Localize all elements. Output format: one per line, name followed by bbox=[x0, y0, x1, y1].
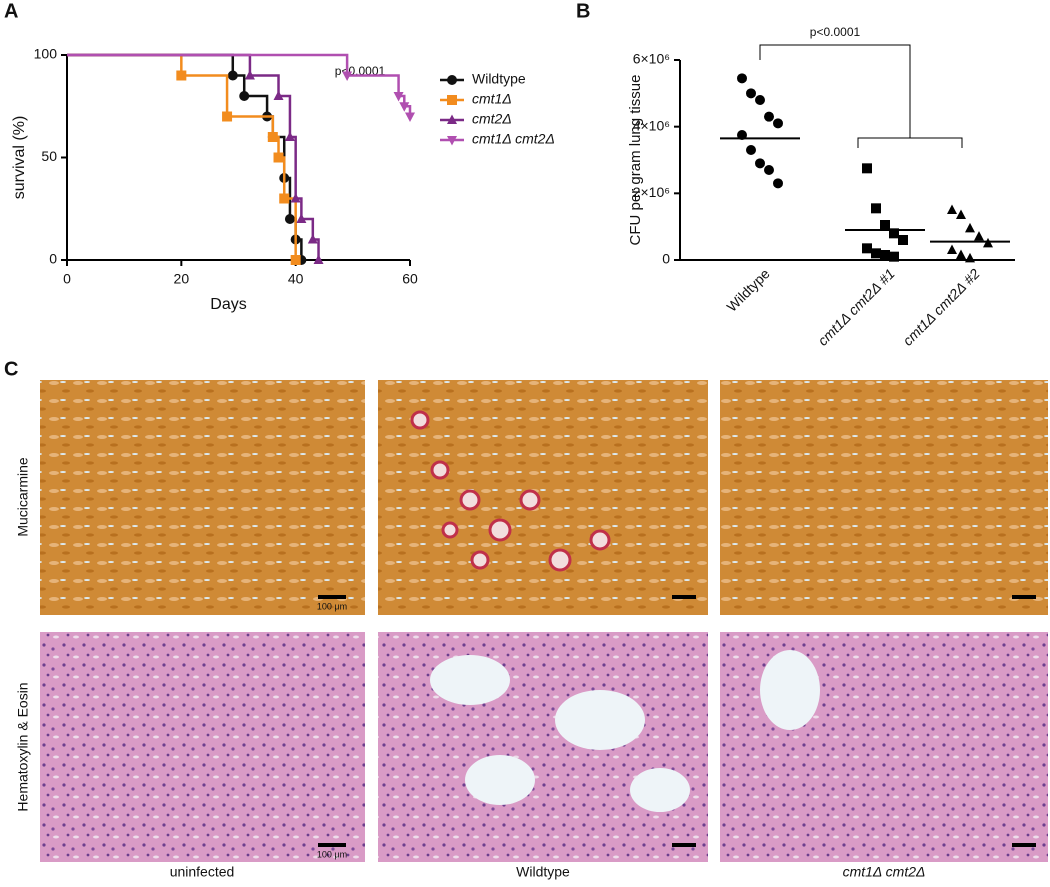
marker bbox=[399, 102, 410, 112]
airspace bbox=[760, 650, 820, 730]
y-tick-label: 4×10⁶ bbox=[633, 117, 670, 133]
image bbox=[378, 380, 708, 615]
marker bbox=[447, 114, 457, 124]
marker bbox=[947, 204, 957, 214]
x-tick-label: cmt1Δ cmt2Δ #2 bbox=[899, 265, 982, 348]
marker bbox=[176, 70, 187, 81]
marker bbox=[239, 91, 250, 101]
marker bbox=[393, 92, 404, 102]
marker bbox=[965, 252, 975, 263]
marker bbox=[313, 254, 324, 264]
marker bbox=[405, 112, 415, 122]
marker bbox=[746, 145, 756, 155]
marker bbox=[447, 95, 457, 105]
marker bbox=[227, 70, 238, 81]
legend-label: cmt1Δ bbox=[472, 91, 512, 107]
scale-label: 100 μm bbox=[317, 849, 347, 859]
step-line bbox=[67, 53, 297, 260]
y-axis-label: CFU per gram lung tissue bbox=[627, 75, 644, 246]
x-tick-label: 20 bbox=[174, 271, 190, 287]
annotation: p<0.0001 bbox=[810, 25, 861, 39]
x-axis-label: Days bbox=[210, 296, 246, 313]
legend-label: cmt1Δ cmt2Δ bbox=[472, 131, 555, 147]
marker bbox=[871, 203, 881, 214]
marker bbox=[273, 152, 284, 163]
marker bbox=[773, 178, 783, 189]
marker bbox=[222, 111, 233, 122]
step-line bbox=[67, 53, 303, 260]
panel-label: C bbox=[4, 358, 18, 380]
y-tick-label: 0 bbox=[662, 251, 670, 267]
significance-bracket bbox=[759, 44, 963, 148]
marker bbox=[290, 255, 301, 265]
y-axis-label: survival (%) bbox=[11, 116, 28, 200]
marker bbox=[862, 163, 872, 174]
marker bbox=[447, 136, 457, 146]
marker bbox=[284, 131, 295, 141]
capsules bbox=[410, 410, 611, 572]
image bbox=[378, 632, 708, 862]
y-tick-label: 50 bbox=[41, 148, 57, 164]
marker bbox=[284, 214, 295, 224]
marker bbox=[956, 209, 966, 219]
histology-images: 100 μm 100 μm bbox=[40, 380, 1048, 862]
marker bbox=[296, 213, 307, 223]
marker bbox=[755, 95, 765, 105]
marker bbox=[773, 118, 783, 129]
x-tick-label: 60 bbox=[402, 271, 418, 287]
y-tick-label: 6×10⁶ bbox=[633, 51, 670, 67]
x-tick-label: Wildtype bbox=[723, 265, 772, 314]
marker bbox=[447, 75, 457, 85]
marker bbox=[342, 71, 353, 81]
marker bbox=[880, 220, 890, 230]
row-label: Hematoxylin & Eosin bbox=[15, 682, 31, 811]
panel-label: B bbox=[576, 0, 590, 22]
marker bbox=[737, 73, 747, 84]
airspaces bbox=[430, 655, 690, 812]
column-label: cmt1Δ cmt2Δ bbox=[843, 864, 926, 880]
marker bbox=[307, 234, 318, 244]
marker bbox=[764, 111, 774, 122]
image bbox=[40, 632, 365, 862]
x-tick-label: 0 bbox=[63, 271, 71, 287]
column-label: uninfected bbox=[170, 864, 235, 880]
marker bbox=[956, 249, 966, 259]
marker bbox=[880, 250, 890, 260]
y-tick-label: 0 bbox=[49, 251, 57, 267]
marker bbox=[273, 90, 284, 100]
image bbox=[720, 380, 1048, 615]
scale-label: 100 μm bbox=[317, 601, 347, 611]
legend-label: cmt2Δ bbox=[472, 111, 512, 127]
marker bbox=[755, 158, 765, 169]
marker bbox=[267, 132, 278, 142]
image bbox=[40, 380, 365, 615]
marker bbox=[244, 70, 255, 80]
marker bbox=[871, 248, 881, 259]
marker bbox=[889, 251, 899, 262]
y-tick-label: 100 bbox=[34, 46, 58, 62]
y-tick-label: 2×10⁶ bbox=[633, 184, 670, 200]
marker bbox=[974, 231, 984, 241]
scale-bars bbox=[318, 595, 1036, 847]
marker bbox=[279, 193, 290, 204]
marker bbox=[889, 228, 899, 239]
step-line bbox=[67, 53, 320, 260]
row-label: Mucicarmine bbox=[15, 457, 31, 537]
marker bbox=[898, 235, 908, 245]
marker bbox=[290, 193, 301, 203]
marker bbox=[947, 244, 957, 254]
x-tick-label: 40 bbox=[288, 271, 304, 287]
marker bbox=[746, 88, 756, 99]
legend-label: Wildtype bbox=[472, 71, 526, 87]
marker bbox=[764, 165, 774, 175]
panel-label: A bbox=[4, 0, 18, 22]
x-tick-label: cmt1Δ cmt2Δ #1 bbox=[814, 265, 897, 348]
marker bbox=[862, 243, 872, 254]
marker bbox=[965, 222, 975, 233]
column-label: Wildtype bbox=[516, 864, 570, 880]
